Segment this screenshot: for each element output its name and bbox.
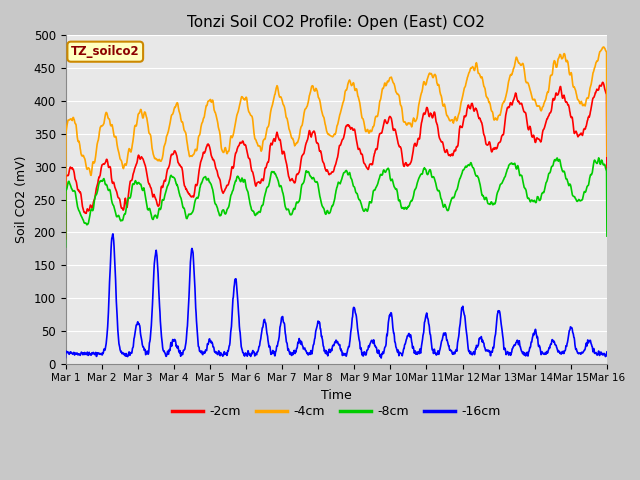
-16cm (109, 231, 116, 237)
-8cm (243, 186, 250, 192)
Line: -2cm: -2cm (65, 83, 607, 239)
-16cm (492, 331, 499, 337)
-4cm (61, 208, 69, 214)
-2cm (243, 146, 250, 152)
Legend: -2cm, -4cm, -8cm, -16cm: -2cm, -4cm, -8cm, -16cm (167, 400, 506, 423)
-4cm (243, 95, 250, 100)
-2cm (603, 181, 611, 187)
Text: TZ_soilco2: TZ_soilco2 (71, 45, 140, 58)
-4cm (169, 111, 177, 117)
-8cm (539, 190, 547, 195)
Line: -8cm: -8cm (65, 158, 607, 247)
-2cm (420, 110, 428, 116)
-16cm (243, 352, 251, 358)
-2cm (61, 236, 69, 242)
-8cm (420, 166, 428, 171)
Y-axis label: Soil CO2 (mV): Soil CO2 (mV) (15, 156, 28, 243)
-2cm (599, 80, 607, 85)
Line: -16cm: -16cm (65, 234, 607, 358)
-8cm (491, 201, 499, 207)
-16cm (170, 338, 177, 344)
-8cm (603, 233, 611, 239)
Title: Tonzi Soil CO2 Profile: Open (East) CO2: Tonzi Soil CO2 Profile: Open (East) CO2 (188, 15, 485, 30)
-8cm (595, 155, 602, 161)
-16cm (540, 350, 547, 356)
-4cm (600, 44, 607, 50)
-4cm (539, 104, 547, 110)
-8cm (61, 244, 69, 250)
-16cm (61, 355, 69, 360)
-2cm (182, 186, 190, 192)
-16cm (421, 319, 429, 324)
-4cm (182, 131, 190, 137)
-16cm (378, 355, 385, 361)
-4cm (420, 79, 428, 84)
-2cm (169, 152, 177, 157)
Line: -4cm: -4cm (65, 47, 607, 211)
-4cm (491, 117, 499, 122)
-16cm (603, 349, 611, 355)
-16cm (182, 336, 190, 342)
-2cm (539, 129, 547, 135)
-2cm (491, 146, 499, 152)
X-axis label: Time: Time (321, 389, 351, 402)
-8cm (182, 214, 190, 219)
-4cm (603, 153, 611, 159)
-8cm (169, 174, 177, 180)
